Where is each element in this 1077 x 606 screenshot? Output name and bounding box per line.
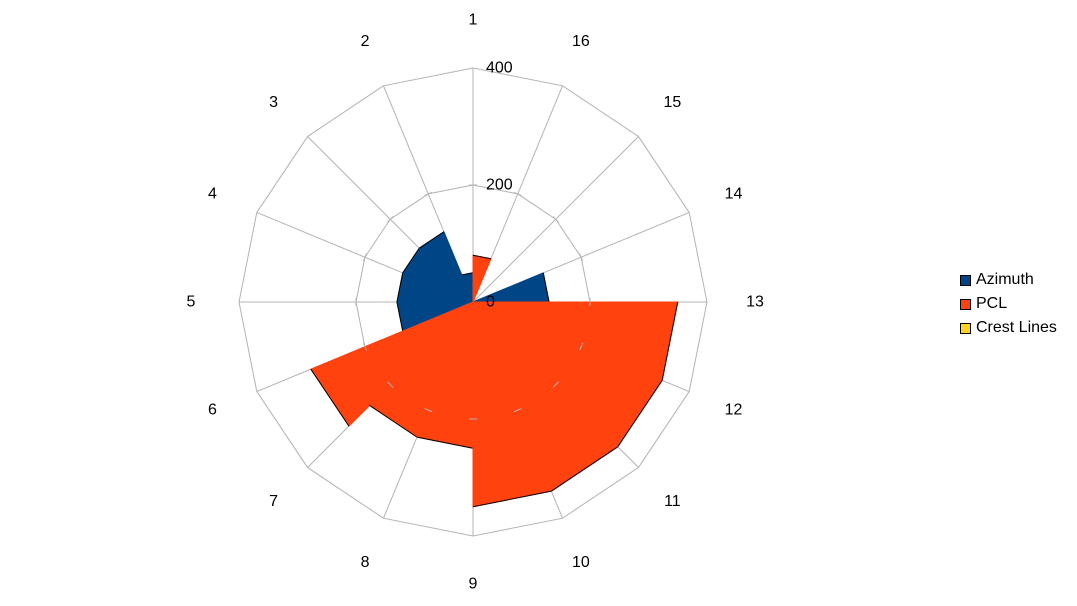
- category-label-1: 1: [469, 12, 478, 29]
- category-label-4: 4: [208, 186, 217, 203]
- wedge-edge-pcl-10: [551, 446, 619, 492]
- legend-item-azimuth: Azimuth: [960, 268, 1057, 292]
- wedge-edge-pcl-6: [310, 368, 350, 427]
- wedge-edge-pcl-8: [416, 436, 474, 449]
- spoke-tick: [513, 408, 522, 413]
- radial-tick-200: 200: [486, 177, 513, 194]
- wedge-edge-azimuth-1: [461, 272, 474, 276]
- legend-label-crest-lines: Crest Lines: [976, 319, 1057, 336]
- legend-item-pcl: PCL: [960, 292, 1057, 316]
- wedge-edge-azimuth-13: [542, 272, 550, 303]
- category-label-6: 6: [208, 401, 217, 418]
- spoke-tick: [387, 216, 394, 223]
- spoke-tick: [552, 381, 559, 388]
- wedge-edge-azimuth-3: [402, 247, 420, 274]
- category-label-8: 8: [361, 554, 370, 571]
- legend-swatch-azimuth: [960, 274, 971, 286]
- category-label-3: 3: [269, 94, 278, 111]
- category-label-7: 7: [269, 493, 278, 510]
- category-label-16: 16: [572, 33, 590, 50]
- category-label-13: 13: [746, 294, 764, 311]
- spoke-tick: [362, 342, 367, 351]
- legend: Azimuth PCL Crest Lines: [960, 268, 1057, 340]
- spoke-tick: [513, 191, 522, 196]
- legend-label-pcl: PCL: [976, 295, 1008, 312]
- radial-tick-labels: 0 200 400: [486, 60, 513, 311]
- wedge-edge-azimuth-5: [396, 301, 404, 332]
- data-series: [310, 184, 679, 508]
- wedge-azimuth-13: [472, 272, 550, 303]
- category-label-11: 11: [664, 493, 681, 510]
- wedge-edge-pcl-12: [661, 301, 679, 381]
- category-label-12: 12: [725, 401, 743, 418]
- category-label-5: 5: [187, 294, 196, 311]
- radial-tick-400: 400: [486, 60, 513, 77]
- spoke-tick: [552, 216, 559, 223]
- category-label-10: 10: [572, 554, 590, 571]
- legend-swatch-pcl: [960, 298, 971, 310]
- legend-swatch-crest-lines: [960, 322, 971, 334]
- category-label-9: 9: [469, 576, 478, 593]
- wedge-edge-pcl-9: [472, 490, 552, 508]
- wedge-edge-pcl-7: [369, 404, 418, 438]
- spoke-tick: [579, 342, 584, 351]
- legend-label-azimuth: Azimuth: [976, 271, 1034, 288]
- wedge-edge-pcl-16: [472, 254, 492, 260]
- radial-tick-0: 0: [486, 294, 495, 311]
- wedge-edge-azimuth-2: [418, 231, 445, 249]
- legend-item-crest-lines: Crest Lines: [960, 316, 1057, 340]
- spoke-tick: [362, 253, 367, 262]
- category-label-15: 15: [664, 94, 682, 111]
- category-label-14: 14: [725, 186, 743, 203]
- wedge-edge-azimuth-4: [396, 272, 404, 303]
- category-label-2: 2: [361, 33, 370, 50]
- spoke-tick: [387, 381, 394, 388]
- spoke-tick: [579, 253, 584, 262]
- spoke-tick: [424, 191, 433, 196]
- spoke-tick: [424, 408, 433, 413]
- wedge-edge-pcl-11: [617, 380, 663, 448]
